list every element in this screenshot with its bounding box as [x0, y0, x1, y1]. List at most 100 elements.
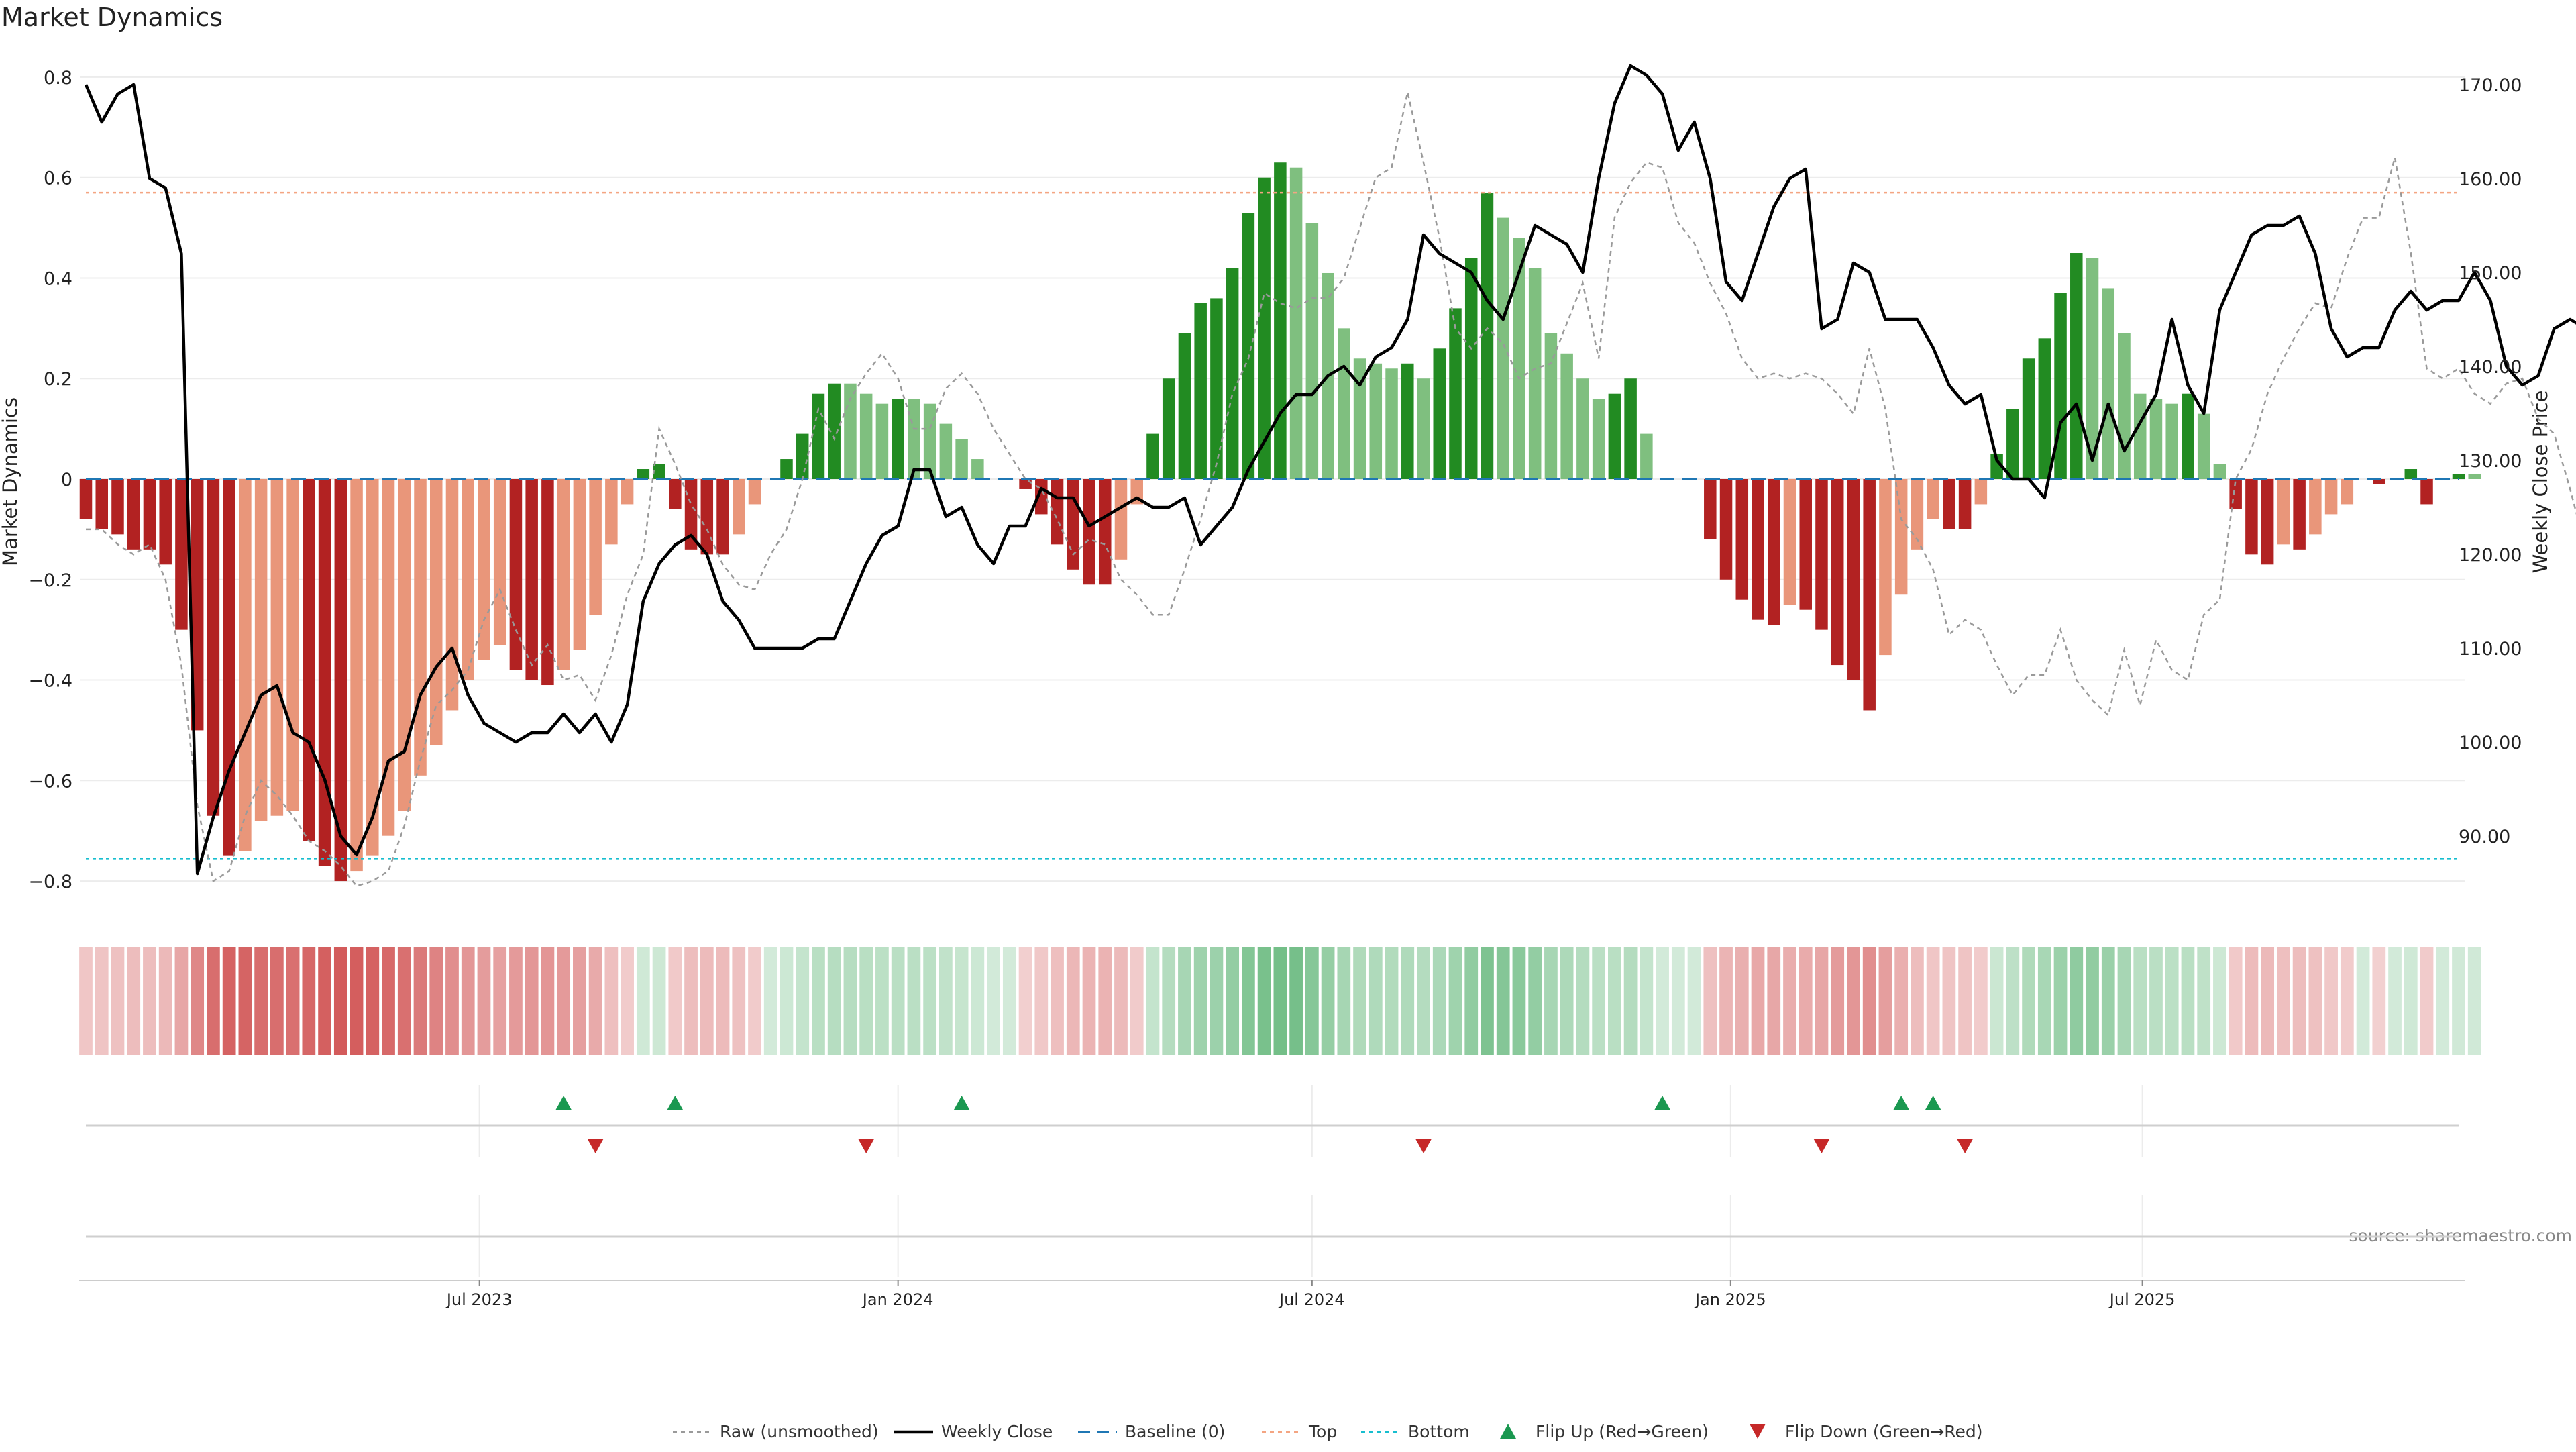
strip-cell [302, 947, 316, 1055]
flip-down-marker [1415, 1139, 1432, 1153]
md-bar [398, 479, 411, 811]
y-tick-left: 0.8 [44, 68, 72, 89]
md-bar [525, 479, 538, 680]
strip-cell [1783, 947, 1796, 1055]
strip-cell [79, 947, 93, 1055]
strip-cell [1862, 947, 1876, 1055]
strip-cell [1847, 947, 1860, 1055]
md-bar [1528, 268, 1542, 479]
strip-cell [2165, 947, 2179, 1055]
strip-cell [1703, 947, 1717, 1055]
md-bar [2420, 479, 2433, 505]
legend-item: Flip Up (Red→Green) [1500, 1422, 1709, 1441]
md-bar [1847, 479, 1860, 680]
strip-cell [1226, 947, 1240, 1055]
strip-cell [1432, 947, 1446, 1055]
md-bar [684, 479, 698, 550]
strip-cell [1528, 947, 1542, 1055]
strip-cell [1481, 947, 1494, 1055]
strip-cell [1401, 947, 1415, 1055]
md-bar [1815, 479, 1828, 630]
md-bar [1464, 258, 1478, 479]
legend-swatch-triangle-up [1500, 1424, 1516, 1439]
strip-cell [971, 947, 985, 1055]
strip-cell [2101, 947, 2115, 1055]
legend-item: Baseline (0) [1078, 1422, 1225, 1441]
strip-cell [955, 947, 969, 1055]
strip-cell [397, 947, 411, 1055]
flip-up-marker [1654, 1096, 1671, 1110]
strip-cell [557, 947, 571, 1055]
md-bar [875, 403, 889, 479]
strip-cell [127, 947, 141, 1055]
x-tick-label: Jan 2025 [1694, 1290, 1766, 1309]
strip-cell [174, 947, 189, 1055]
md-bar [95, 479, 108, 529]
strip-cell [2436, 947, 2450, 1055]
strip-cell [2117, 947, 2131, 1055]
md-bar [445, 479, 459, 711]
legend-item: Weekly Close [894, 1422, 1053, 1441]
md-bar [1990, 454, 2003, 479]
strip-cell [254, 947, 268, 1055]
md-bar [2245, 479, 2258, 555]
md-bar [1481, 193, 1494, 479]
strip-cell [191, 947, 205, 1055]
flip-down-marker [858, 1139, 875, 1153]
strip-cell [413, 947, 427, 1055]
md-bar [1019, 479, 1032, 489]
md-bar [1433, 348, 1446, 479]
strip-cell [1544, 947, 1558, 1055]
md-bar [1067, 479, 1080, 570]
md-bar [462, 479, 474, 680]
y-tick-right: 170.00 [2459, 75, 2522, 96]
strip-cell [366, 947, 380, 1055]
md-bar [207, 479, 220, 816]
strip-cell [1273, 947, 1287, 1055]
md-bar [334, 479, 347, 882]
md-bar [1879, 479, 1892, 656]
md-bar [239, 479, 252, 851]
md-bar [939, 423, 953, 479]
strip-cell [1974, 947, 1988, 1055]
strip-cell [1894, 947, 1909, 1055]
md-bar [2133, 393, 2147, 479]
md-bar [812, 393, 825, 479]
md-bar [2309, 479, 2322, 535]
strip-cell [2261, 947, 2275, 1055]
strip-cell [350, 947, 364, 1055]
strip-cell [477, 947, 491, 1055]
md-bar [270, 479, 284, 816]
strip-cell [2308, 947, 2322, 1055]
md-bar [700, 479, 714, 555]
md-bar [1592, 399, 1605, 479]
strip-cell [684, 947, 698, 1055]
md-bar [908, 399, 920, 479]
md-bar [541, 479, 554, 686]
strip-cell [1751, 947, 1765, 1055]
md-bar [859, 393, 873, 479]
md-bar [892, 399, 904, 479]
md-bar [716, 479, 729, 555]
strip-cell [859, 947, 873, 1055]
strip-cell [763, 947, 777, 1055]
y-tick-left: 0.2 [44, 369, 72, 390]
strip-cell [1289, 947, 1303, 1055]
strip-cell [429, 947, 443, 1055]
y-tick-right: 130.00 [2459, 451, 2522, 472]
strip-cell [1305, 947, 1319, 1055]
md-bar [1210, 298, 1223, 479]
y-tick-right: 110.00 [2459, 639, 2522, 660]
md-bar [1799, 479, 1812, 610]
strip-cell [1942, 947, 1956, 1055]
md-bar [2149, 399, 2163, 479]
strip-cell [1146, 947, 1160, 1055]
md-bar [971, 459, 984, 479]
md-bar [621, 479, 634, 505]
legend-label: Bottom [1408, 1422, 1470, 1441]
md-bar [1943, 479, 1955, 529]
strip-cell [1560, 947, 1574, 1055]
md-bar [493, 479, 506, 645]
strip-cell [1990, 947, 2004, 1055]
